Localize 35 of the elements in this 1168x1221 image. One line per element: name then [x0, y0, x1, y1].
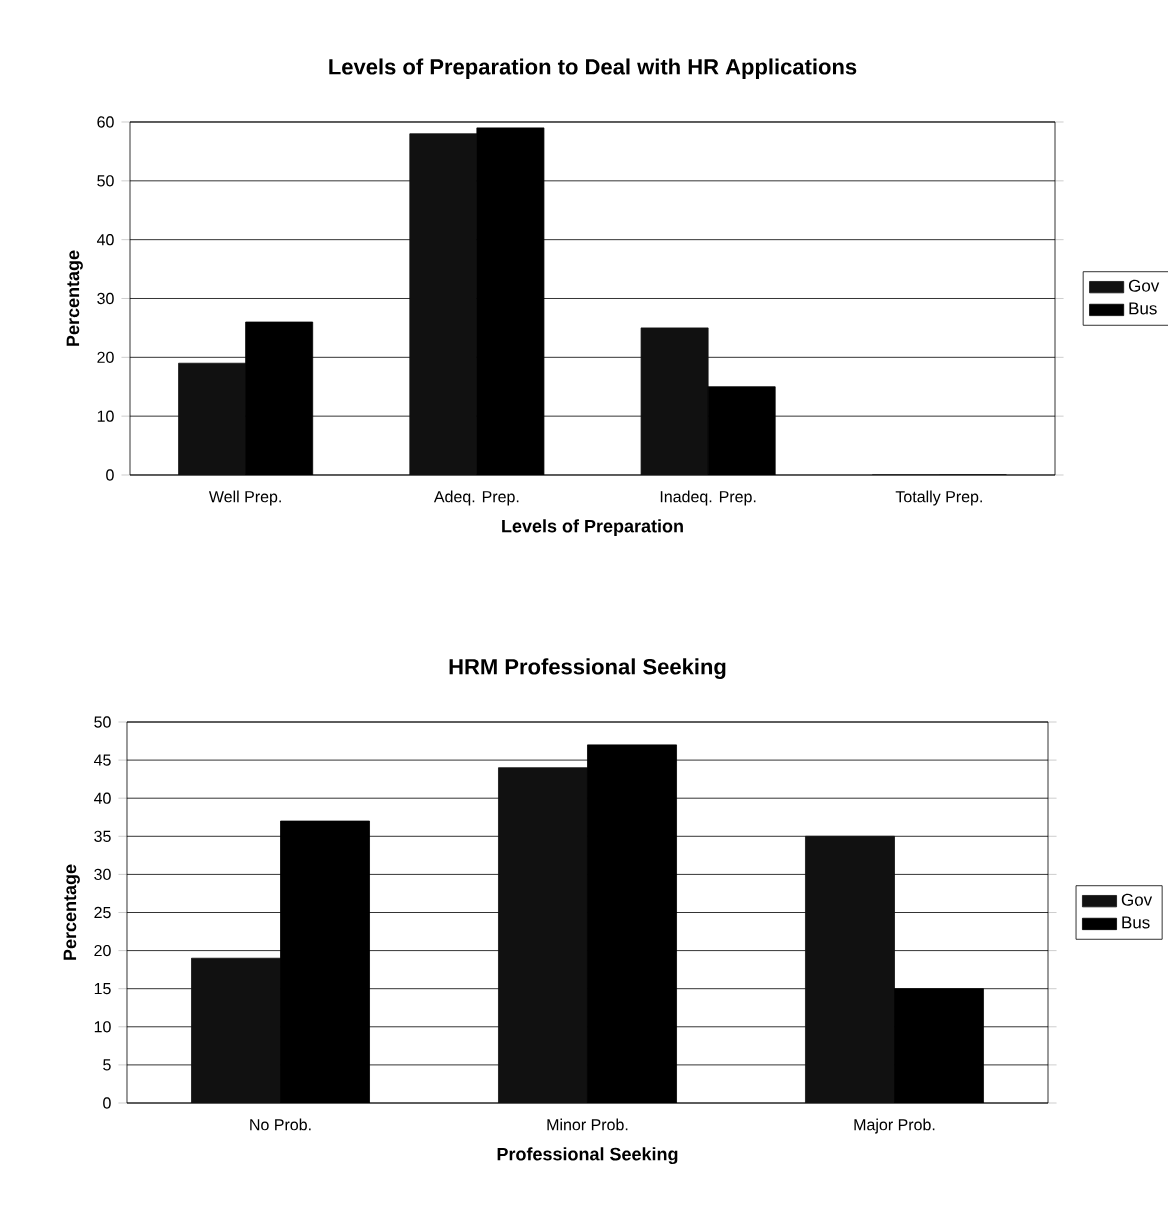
legend-label: Bus [1122, 916, 1150, 929]
y-tick-label: 20 [97, 351, 114, 363]
x-tick-label: Minor Prob. [547, 1118, 628, 1131]
y-tick-label: 30 [97, 292, 114, 305]
x-tick-label: No Prob. [250, 1118, 311, 1131]
y-tick-label: 25 [94, 906, 111, 919]
y-tick-label: 35 [94, 830, 111, 842]
legend-label: Bus [1129, 302, 1157, 315]
y-tick-label: 50 [94, 716, 111, 728]
y-tick-label: 5 [103, 1059, 111, 1071]
chart-title: Levels of Preparation to Deal with HR Applications [329, 58, 857, 79]
y-tick-label: 45 [93, 754, 111, 766]
x-tick-label: Adeq. Prep. [433, 490, 519, 506]
y-axis-title: Percentage [63, 864, 80, 960]
y-tick-label: 50 [97, 175, 114, 187]
chart-title: HRM Professional Seeking [449, 658, 726, 679]
x-axis-title: Levels of Preparation [502, 519, 683, 537]
legend-label: Gov [1121, 893, 1153, 906]
y-tick-label: 15 [94, 983, 111, 995]
y-tick-label: 40 [96, 234, 114, 246]
x-tick-label: Well Prep. [208, 490, 281, 506]
y-tick-label: 60 [97, 116, 114, 128]
y-tick-label: 0 [106, 469, 114, 481]
y-tick-label: 10 [94, 1021, 111, 1033]
x-tick-label: Totally Prep. [895, 490, 982, 506]
y-tick-label: 0 [103, 1097, 111, 1109]
x-axis-title: Professional Seeking [497, 1147, 678, 1165]
legend-label: Gov [1128, 279, 1160, 292]
y-tick-label: 20 [94, 944, 111, 957]
x-tick-label: Inadeq. Prep. [660, 490, 756, 506]
x-tick-label: Major Prob. [854, 1118, 935, 1134]
y-tick-label: 40 [93, 792, 111, 804]
y-axis-title: Percentage [66, 250, 83, 346]
y-tick-label: 10 [97, 410, 114, 422]
y-tick-label: 30 [94, 868, 111, 881]
